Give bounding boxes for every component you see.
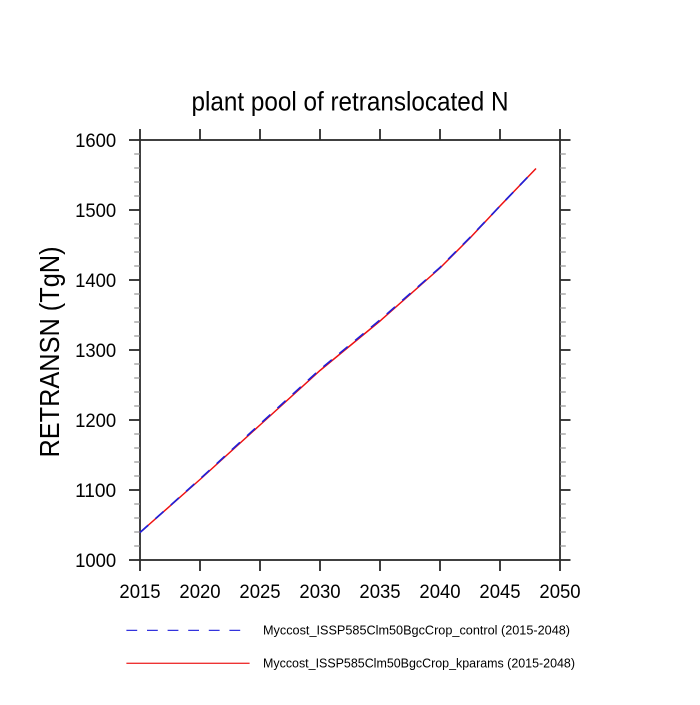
svg-text:Myccost_ISSP585Clm50BgcCrop_co: Myccost_ISSP585Clm50BgcCrop_control (201… [263,622,570,637]
svg-text:1200: 1200 [75,411,116,432]
svg-text:Myccost_ISSP585Clm50BgcCrop_kp: Myccost_ISSP585Clm50BgcCrop_kparams (201… [263,655,575,670]
svg-text:2030: 2030 [299,582,340,603]
svg-text:RETRANSN (TgN): RETRANSN (TgN) [34,247,65,458]
svg-text:2035: 2035 [359,582,400,603]
svg-text:2045: 2045 [479,582,520,603]
svg-text:2015: 2015 [119,582,160,603]
svg-text:2025: 2025 [239,582,280,603]
svg-text:2050: 2050 [539,582,580,603]
svg-text:2040: 2040 [419,582,460,603]
svg-text:1300: 1300 [75,341,116,362]
svg-text:1500: 1500 [75,201,116,222]
svg-text:1100: 1100 [75,481,116,502]
svg-text:plant pool of retranslocated N: plant pool of retranslocated N [192,86,509,116]
svg-text:1600: 1600 [75,131,116,152]
svg-text:2020: 2020 [179,582,220,603]
svg-text:1400: 1400 [75,271,116,292]
svg-text:1000: 1000 [75,551,116,572]
